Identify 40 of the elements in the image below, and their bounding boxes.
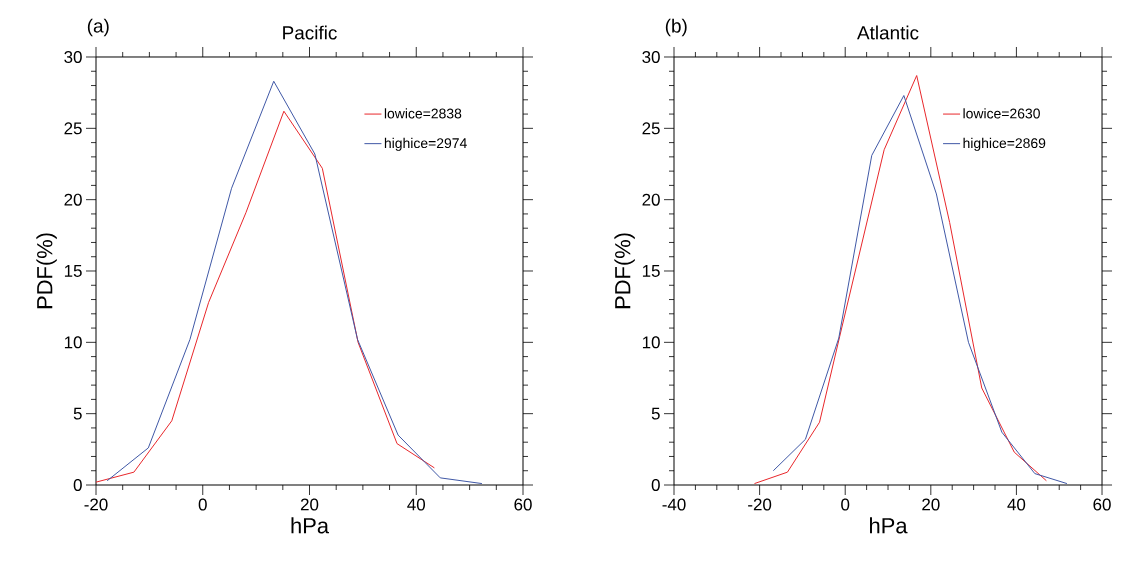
y-tick-label: 15	[64, 265, 82, 277]
y-tick-label: 25	[64, 122, 82, 135]
legend-label: lowice=2838	[384, 108, 462, 119]
chart-title: Atlantic	[857, 25, 919, 40]
line-series	[106, 80, 483, 485]
line-series	[772, 95, 1068, 485]
x-tick-label: 40	[407, 498, 426, 511]
x-tick-label: 20	[922, 498, 940, 511]
x-axis-title: hPa	[291, 517, 329, 534]
text: (b)	[665, 18, 687, 37]
x-tick-label: 20	[300, 498, 319, 511]
y-tick-label: 20	[64, 193, 82, 206]
y-tick-label: 10	[642, 336, 660, 349]
x-tick-label: -20	[748, 498, 772, 511]
y-axis-title: PDF(%)	[36, 233, 57, 309]
x-tick-label: 60	[514, 498, 532, 511]
x-axis-title: hPa	[870, 517, 908, 534]
y-tick-label: 5	[73, 407, 82, 420]
legend-label: highice=2974	[384, 137, 467, 151]
x-tick-label: 0	[198, 498, 207, 511]
line-series	[753, 75, 1047, 485]
legend-label: lowice=2630	[963, 108, 1040, 119]
x-tick-label: 60	[1093, 498, 1111, 511]
y-tick-label: 10	[64, 336, 82, 349]
y-tick-label: 25	[642, 122, 660, 135]
y-axis-title: PDF(%)	[614, 233, 635, 309]
y-tick-label: 5	[651, 407, 660, 420]
x-tick-label: 0	[841, 498, 850, 511]
y-tick-label: 20	[642, 193, 660, 206]
y-tick-label: 30	[642, 51, 660, 63]
legend-label: highice=2869	[963, 137, 1046, 151]
x-tick-label: -20	[84, 498, 108, 511]
y-tick-label: 0	[73, 479, 82, 491]
text: (a)	[87, 18, 109, 37]
y-tick-label: 15	[642, 265, 660, 277]
x-tick-label: -40	[662, 498, 686, 511]
x-tick-label: 40	[1007, 498, 1026, 511]
chart-title: Pacific	[283, 25, 337, 40]
y-tick-label: 30	[64, 51, 82, 63]
y-tick-label: 0	[651, 479, 660, 491]
